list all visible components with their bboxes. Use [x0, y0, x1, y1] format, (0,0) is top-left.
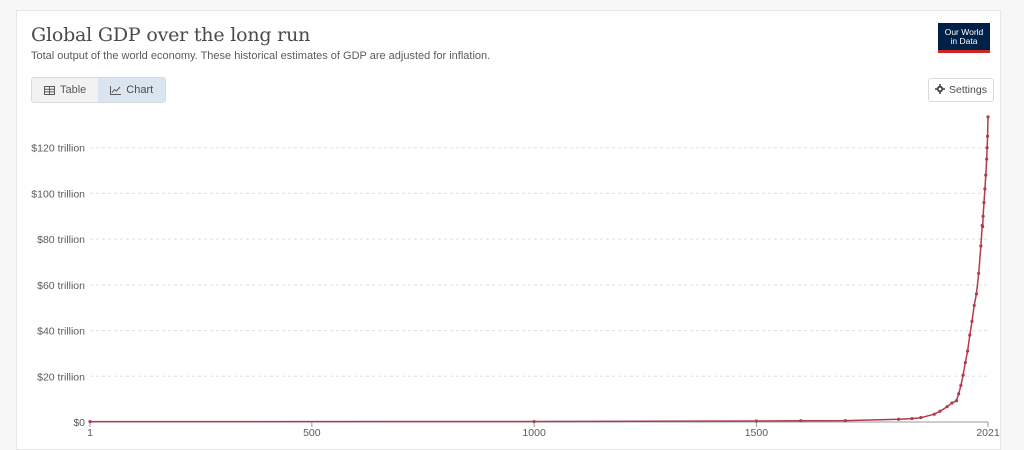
tab-table-label: Table [60, 84, 87, 96]
data-point [88, 419, 92, 424]
data-point [897, 417, 901, 421]
settings-button[interactable]: Settings [928, 78, 994, 102]
data-point [985, 146, 989, 150]
data-point [961, 373, 965, 377]
tab-table[interactable]: Table [32, 78, 98, 102]
x-tick-label: 500 [303, 427, 321, 439]
tab-chart-label: Chart [126, 84, 154, 96]
table-icon [44, 85, 55, 95]
y-tick-label: $80 trillion [37, 234, 85, 246]
data-point [919, 416, 923, 420]
gear-icon [935, 83, 945, 97]
data-point [910, 416, 914, 421]
view-tabs: Table Chart [31, 77, 167, 103]
x-tick-label: 1500 [745, 427, 769, 439]
data-point [963, 360, 967, 365]
y-tick-label: $120 trillion [31, 143, 85, 155]
x-tick-label: 1 [87, 427, 93, 439]
y-tick-label: $0 [73, 417, 85, 429]
data-point [974, 292, 979, 296]
data-point [965, 349, 970, 353]
x-tick-label: 1000 [522, 427, 546, 439]
data-point [981, 214, 985, 218]
data-point [977, 271, 981, 276]
data-point [959, 383, 963, 388]
data-point [986, 115, 990, 119]
data-point [950, 401, 954, 405]
data-point [843, 419, 847, 423]
data-point [532, 419, 536, 424]
data-point [985, 134, 990, 138]
data-point [984, 173, 988, 177]
owid-logo[interactable]: Our World in Data [938, 23, 990, 53]
data-point [970, 319, 974, 324]
y-tick-label: $60 trillion [37, 280, 85, 292]
data-point [985, 157, 989, 161]
data-point [983, 187, 987, 191]
data-point [982, 200, 986, 205]
page-subtitle: Total output of the world economy. These… [31, 50, 491, 62]
data-point [932, 412, 936, 416]
data-point [938, 409, 942, 413]
data-point [979, 244, 983, 248]
page-title: Global GDP over the long run [31, 24, 311, 46]
y-tick-label: $100 trillion [31, 188, 85, 200]
data-point [954, 399, 959, 403]
data-point [945, 405, 949, 409]
tab-chart[interactable]: Chart [98, 78, 166, 102]
settings-label: Settings [949, 84, 987, 96]
data-point [968, 333, 972, 337]
data-point [799, 419, 803, 423]
y-tick-label: $20 trillion [37, 371, 85, 383]
data-point [754, 419, 758, 423]
series-line [89, 116, 989, 423]
logo-line-1: Our World [944, 27, 984, 37]
line-chart-icon [110, 85, 122, 95]
data-point [972, 303, 976, 308]
logo-line-2: in Data [950, 36, 978, 46]
y-tick-label: $40 trillion [37, 326, 85, 338]
x-tick-label: 2021 [976, 427, 1000, 439]
data-point [981, 224, 985, 229]
data-point [957, 392, 961, 396]
